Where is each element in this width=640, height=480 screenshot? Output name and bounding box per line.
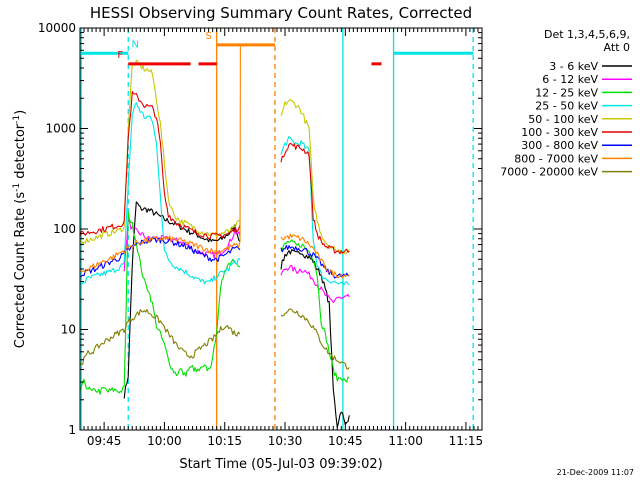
y-tick-label: 1000 bbox=[45, 122, 76, 136]
axes: NF S 1 10 100 1000 10000 09:45 10:00 10:15 10:30 10… bbox=[38, 21, 483, 448]
legend-label: 300 - 800 keV bbox=[521, 139, 598, 152]
legend-label: 100 - 300 keV bbox=[521, 126, 598, 139]
legend-label: 50 - 100 keV bbox=[528, 113, 598, 126]
chart-title: HESSI Observing Summary Count Rates, Cor… bbox=[90, 4, 472, 22]
x-tick-label: 11:00 bbox=[388, 434, 423, 448]
y-axis-label-mid: detector bbox=[13, 123, 28, 183]
x-tick-label: 10:15 bbox=[207, 434, 242, 448]
flag-label-F: F bbox=[117, 50, 123, 61]
series-line-1-1 bbox=[280, 264, 350, 303]
x-tick-label: 10:45 bbox=[328, 434, 363, 448]
date-stamp: 21-Dec-2009 11:07 bbox=[557, 468, 634, 477]
y-axis-label-main: Corrected Count Rate (s bbox=[13, 192, 28, 349]
x-tick-label: 10:30 bbox=[268, 434, 303, 448]
y-tick-label: 1 bbox=[68, 423, 76, 437]
series-line-7-0 bbox=[80, 44, 241, 274]
series-line-8-0 bbox=[80, 308, 241, 365]
series-line-4-1 bbox=[280, 99, 350, 255]
legend-label: 3 - 6 keV bbox=[549, 60, 598, 73]
x-tick-label: 11:15 bbox=[449, 434, 484, 448]
series-line-3-0 bbox=[80, 102, 241, 286]
y-tick-label: 10 bbox=[61, 323, 76, 337]
y-axis-label-end: ) bbox=[13, 110, 28, 115]
plot-area bbox=[80, 28, 474, 430]
series-line-2-1 bbox=[280, 239, 350, 383]
legend-header-attenuator: Att 0 bbox=[604, 41, 630, 54]
plot-frame bbox=[79, 27, 483, 431]
series-line-5-1 bbox=[280, 142, 350, 255]
y-tick-label: 10000 bbox=[38, 21, 76, 35]
y-axis-label-sup1: -1 bbox=[12, 183, 22, 192]
flag-label-N: N bbox=[131, 39, 138, 50]
legend-label: 12 - 25 keV bbox=[535, 86, 598, 99]
series-line-2-0 bbox=[80, 211, 241, 395]
y-tick-label: 100 bbox=[53, 222, 76, 236]
flag-label-S: S bbox=[206, 31, 212, 42]
series-line-6-1 bbox=[280, 244, 350, 279]
series-line-8-1 bbox=[280, 308, 350, 370]
y-axis-label: Corrected Count Rate (s-1 detector-1) bbox=[12, 110, 28, 348]
x-tick-label: 10:00 bbox=[147, 434, 182, 448]
legend-label: 6 - 12 keV bbox=[542, 73, 598, 86]
x-tick-label: 09:45 bbox=[87, 434, 122, 448]
y-axis-label-sup2: -1 bbox=[12, 115, 22, 124]
legend-label: 25 - 50 keV bbox=[535, 100, 598, 113]
legend-label: 7000 - 20000 keV bbox=[500, 166, 598, 179]
series-line-7-1 bbox=[280, 233, 350, 279]
legend-label: 800 - 7000 keV bbox=[514, 152, 598, 165]
series-line-5-0 bbox=[80, 91, 241, 240]
legend-header-detectors: Det 1,3,4,5,6,9, bbox=[544, 28, 630, 41]
x-axis-label: Start Time (05-Jul-03 09:39:02) bbox=[179, 457, 382, 472]
